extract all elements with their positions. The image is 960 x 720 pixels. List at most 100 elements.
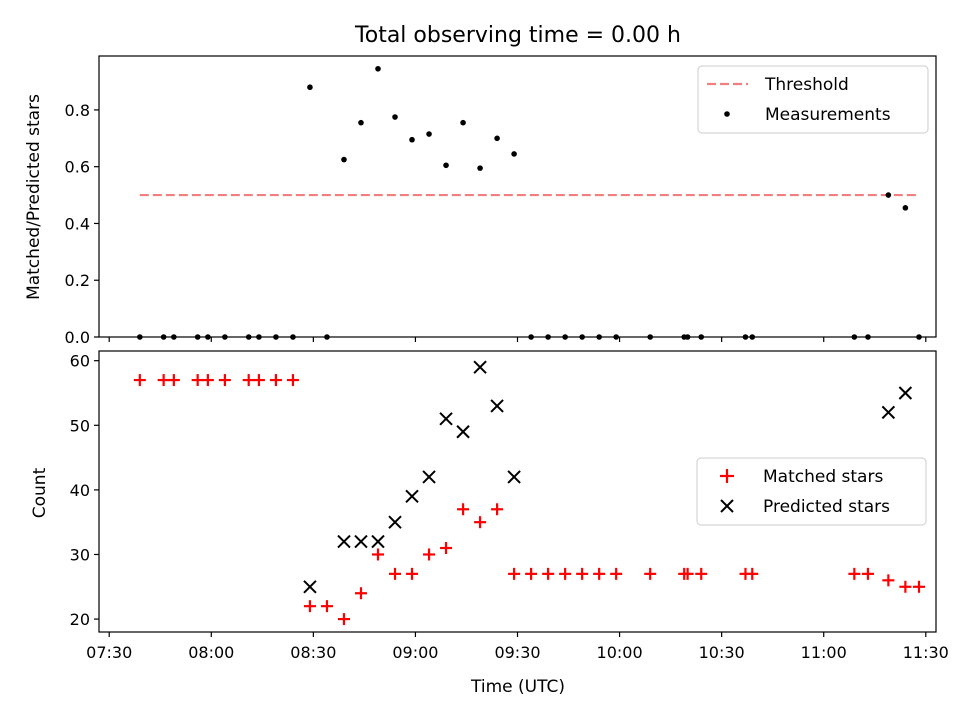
bottom-x-tick-label-5: 10:00 (597, 643, 643, 662)
measurement-point-10 (307, 84, 313, 91)
bottom-ylabel: Count (30, 467, 50, 518)
measurement-point-29 (647, 334, 653, 340)
measurement-point-26 (579, 334, 585, 340)
predicted-point-13 (898, 386, 913, 400)
matched-point-21 (491, 503, 504, 516)
top-title: Total observing time = 0.00 h (354, 23, 681, 48)
measurement-point-7 (256, 334, 262, 340)
matched-point-8 (269, 374, 282, 387)
matched-point-6 (242, 374, 255, 387)
matched-point-13 (354, 587, 367, 600)
measurement-point-25 (562, 334, 568, 340)
top-legend: Threshold Measurements (697, 65, 929, 134)
top-legend-box (697, 65, 929, 134)
predicted-point-9 (473, 360, 487, 374)
measurement-point-1 (160, 334, 167, 340)
bottom-y-tick-label-1: 30 (70, 545, 90, 564)
measurement-point-6 (245, 334, 252, 340)
measurement-point-39 (916, 334, 922, 340)
matched-point-26 (576, 567, 589, 580)
bottom-legend: Matched stars Predicted stars (696, 457, 927, 526)
measurement-point-22 (511, 151, 517, 157)
top-y-tick-label-4: 0.8 (65, 101, 90, 120)
matched-point-39 (912, 580, 925, 593)
legend-predicted-label: Predicted stars (763, 497, 890, 517)
measurement-point-35 (851, 334, 858, 340)
matched-point-29 (644, 567, 657, 580)
predicted-point-5 (405, 489, 419, 504)
matched-point-22 (508, 567, 521, 580)
count-points (133, 360, 925, 626)
matched-point-3 (191, 374, 204, 387)
matched-point-38 (899, 580, 912, 593)
measurement-point-23 (528, 334, 534, 340)
matched-point-4 (201, 374, 214, 387)
matched-point-1 (157, 374, 170, 387)
matched-point-0 (133, 374, 146, 387)
measurement-point-5 (222, 334, 228, 340)
bottom-x-tick-label-7: 11:00 (801, 643, 847, 662)
measurement-point-13 (358, 119, 364, 126)
bottom-y-tick-label-3: 50 (70, 416, 90, 435)
measurement-point-16 (409, 136, 415, 143)
legend-matched-label: Matched stars (763, 467, 883, 487)
matched-point-25 (559, 567, 572, 580)
matched-point-17 (423, 548, 436, 561)
predicted-point-0 (303, 580, 317, 594)
predicted-point-6 (422, 470, 436, 484)
bottom-xlabel: Time (UTC) (470, 677, 565, 697)
top-ylabel: Matched/Predicted stars (24, 94, 44, 300)
bottom-x-tick-label-8: 11:30 (903, 643, 949, 662)
measurement-point-9 (290, 334, 296, 340)
matched-point-23 (525, 567, 538, 580)
measurement-point-4 (205, 334, 211, 340)
top-y-tick-label-0: 0.0 (65, 328, 90, 347)
measurement-point-17 (426, 131, 432, 137)
matched-point-27 (593, 567, 606, 580)
bottom-x-tick-label-4: 09:30 (494, 643, 540, 662)
matched-point-34 (746, 567, 759, 580)
legend-predicted-swatch (720, 499, 734, 513)
measurement-point-12 (341, 156, 347, 163)
predicted-point-7 (439, 412, 453, 426)
measurement-point-15 (392, 114, 398, 120)
measurement-point-38 (902, 205, 909, 211)
measurement-point-3 (194, 334, 201, 340)
bottom-x-tick-label-0: 07:30 (86, 643, 132, 662)
bottom-ticks: 07:30 08:00 08:30 09:00 09:30 10:00 10:30 11:00… (70, 352, 949, 662)
measurement-point-20 (477, 165, 483, 171)
measurement-point-19 (460, 119, 466, 126)
top-ticks: 0.0 0.2 0.4 0.6 0.8 (65, 101, 927, 347)
bottom-x-tick-label-1: 08:00 (188, 643, 234, 662)
matched-point-9 (286, 374, 299, 387)
predicted-point-11 (507, 470, 521, 484)
matched-point-11 (320, 600, 333, 613)
top-panel: Total observing time = 0.00 h 0.0 0.2 0.4 0… (24, 23, 937, 347)
measurement-point-11 (324, 334, 330, 340)
bottom-x-tick-label-6: 10:30 (699, 643, 745, 662)
matched-point-5 (218, 374, 231, 387)
predicted-point-3 (371, 534, 385, 549)
matched-point-35 (848, 567, 861, 580)
matched-point-37 (882, 574, 895, 587)
predicted-point-10 (490, 399, 504, 413)
measurement-point-18 (443, 162, 449, 169)
measurement-points (137, 65, 922, 340)
predicted-point-1 (337, 534, 351, 549)
legend-threshold-label: Threshold (764, 75, 849, 95)
matched-point-20 (474, 516, 487, 529)
measurement-point-32 (698, 334, 705, 340)
top-y-tick-label-1: 0.2 (65, 271, 90, 290)
measurement-point-0 (137, 334, 143, 340)
bottom-panel: 07:30 08:00 08:30 09:00 09:30 10:00 10:30 11:00… (30, 350, 949, 697)
measurement-point-8 (273, 334, 279, 340)
predicted-point-2 (354, 534, 368, 549)
measurement-point-31 (684, 334, 691, 340)
matched-point-31 (681, 567, 694, 580)
matched-point-24 (542, 567, 555, 580)
predicted-point-4 (388, 515, 402, 529)
matched-point-36 (861, 567, 874, 580)
bottom-y-tick-label-4: 60 (70, 352, 90, 371)
top-y-tick-label-2: 0.4 (65, 214, 90, 233)
matched-point-28 (610, 567, 623, 580)
